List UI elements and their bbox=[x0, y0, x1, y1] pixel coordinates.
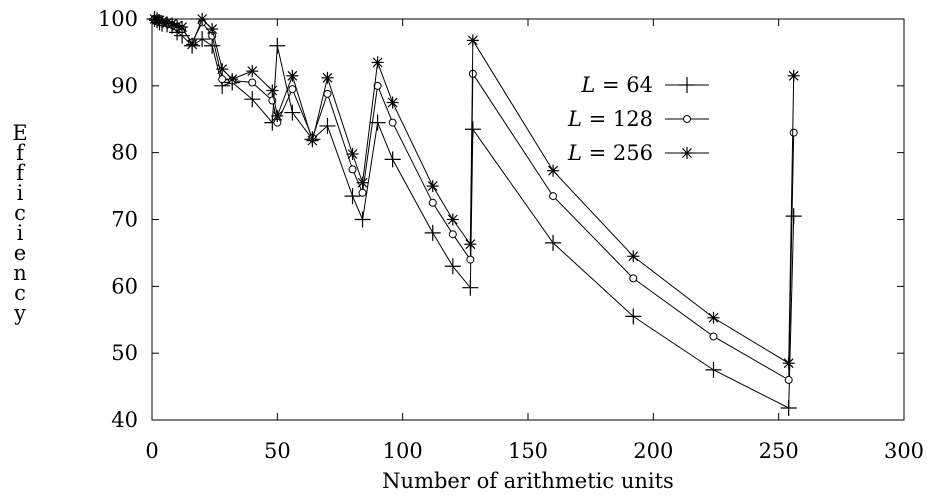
data-point bbox=[266, 84, 279, 97]
x-tick-label: 150 bbox=[508, 439, 548, 463]
data-point bbox=[246, 65, 259, 78]
y-tick-label: 70 bbox=[111, 208, 138, 232]
data-point bbox=[321, 71, 334, 84]
data-point bbox=[284, 104, 301, 121]
data-point bbox=[166, 17, 179, 30]
y-tick-label: 100 bbox=[98, 7, 138, 31]
data-point bbox=[244, 91, 261, 108]
y-tick-label: 90 bbox=[111, 74, 138, 98]
data-point bbox=[789, 128, 798, 137]
data-point bbox=[269, 37, 286, 54]
data-point bbox=[446, 213, 459, 226]
y-tick-label: 80 bbox=[111, 141, 138, 165]
data-point bbox=[709, 332, 718, 341]
data-point bbox=[306, 134, 319, 147]
data-point bbox=[218, 75, 227, 84]
legend-label: L = 64 bbox=[580, 73, 653, 97]
data-point bbox=[323, 89, 332, 98]
y-tick-label: 50 bbox=[111, 341, 138, 365]
data-point bbox=[627, 250, 640, 263]
x-tick-label: 100 bbox=[383, 439, 423, 463]
data-point bbox=[196, 13, 209, 25]
y-tick-label: 40 bbox=[111, 408, 138, 432]
data-point bbox=[206, 23, 219, 36]
data-point bbox=[444, 258, 461, 275]
data-point bbox=[248, 78, 257, 87]
data-point bbox=[780, 399, 797, 416]
series-star bbox=[148, 13, 800, 370]
data-point bbox=[216, 63, 229, 76]
data-point bbox=[388, 118, 397, 127]
data-point bbox=[373, 81, 382, 90]
data-point bbox=[286, 69, 299, 82]
data-point bbox=[683, 115, 691, 123]
data-point bbox=[782, 357, 795, 370]
data-point bbox=[226, 73, 239, 86]
data-point bbox=[348, 165, 357, 174]
data-point bbox=[466, 255, 475, 264]
data-point bbox=[545, 234, 562, 251]
legend-label: L = 128 bbox=[567, 107, 653, 131]
data-point bbox=[787, 69, 800, 82]
data-point bbox=[466, 34, 479, 47]
data-point bbox=[384, 151, 401, 168]
data-point bbox=[707, 311, 720, 324]
y-tick-labels: 40 50 60 70 80 90 100 bbox=[98, 7, 138, 432]
data-point bbox=[344, 188, 361, 205]
series-layer bbox=[146, 11, 802, 416]
data-point bbox=[679, 77, 695, 93]
data-point bbox=[705, 361, 722, 378]
data-point bbox=[194, 31, 211, 48]
data-point bbox=[288, 85, 297, 94]
data-point bbox=[464, 121, 481, 138]
data-point bbox=[625, 308, 642, 325]
x-tick-label: 200 bbox=[633, 439, 673, 463]
data-point bbox=[547, 164, 560, 177]
data-point bbox=[358, 188, 367, 197]
data-point bbox=[784, 375, 793, 384]
data-point bbox=[176, 21, 189, 34]
data-point bbox=[186, 38, 199, 51]
x-tick-label: 300 bbox=[884, 439, 924, 463]
data-point bbox=[386, 96, 399, 109]
data-point bbox=[356, 176, 369, 189]
data-point bbox=[426, 180, 439, 193]
data-point bbox=[346, 148, 359, 161]
data-point bbox=[354, 211, 371, 228]
data-point bbox=[464, 238, 477, 251]
data-point bbox=[448, 230, 457, 239]
x-tick-label: 0 bbox=[145, 439, 158, 463]
data-point bbox=[371, 56, 384, 69]
x-tick-label: 50 bbox=[264, 439, 291, 463]
x-axis-title: Number of arithmetic units bbox=[382, 469, 674, 493]
axis-ticks bbox=[151, 18, 905, 421]
data-point bbox=[319, 117, 336, 134]
data-point bbox=[549, 192, 558, 201]
data-point bbox=[428, 198, 437, 207]
data-point bbox=[424, 224, 441, 241]
data-point bbox=[271, 109, 284, 122]
data-point bbox=[462, 279, 479, 296]
x-tick-label: 250 bbox=[759, 439, 799, 463]
data-point bbox=[629, 274, 638, 283]
y-tick-label: 60 bbox=[111, 274, 138, 298]
data-point bbox=[151, 13, 164, 26]
legend: L = 64 L = 128 L = 256 bbox=[567, 73, 709, 165]
data-point bbox=[204, 37, 221, 54]
x-tick-labels: 0 50 100 150 200 250 300 bbox=[145, 439, 924, 463]
data-point bbox=[681, 147, 693, 159]
data-point bbox=[785, 208, 802, 225]
legend-label: L = 256 bbox=[567, 141, 653, 165]
